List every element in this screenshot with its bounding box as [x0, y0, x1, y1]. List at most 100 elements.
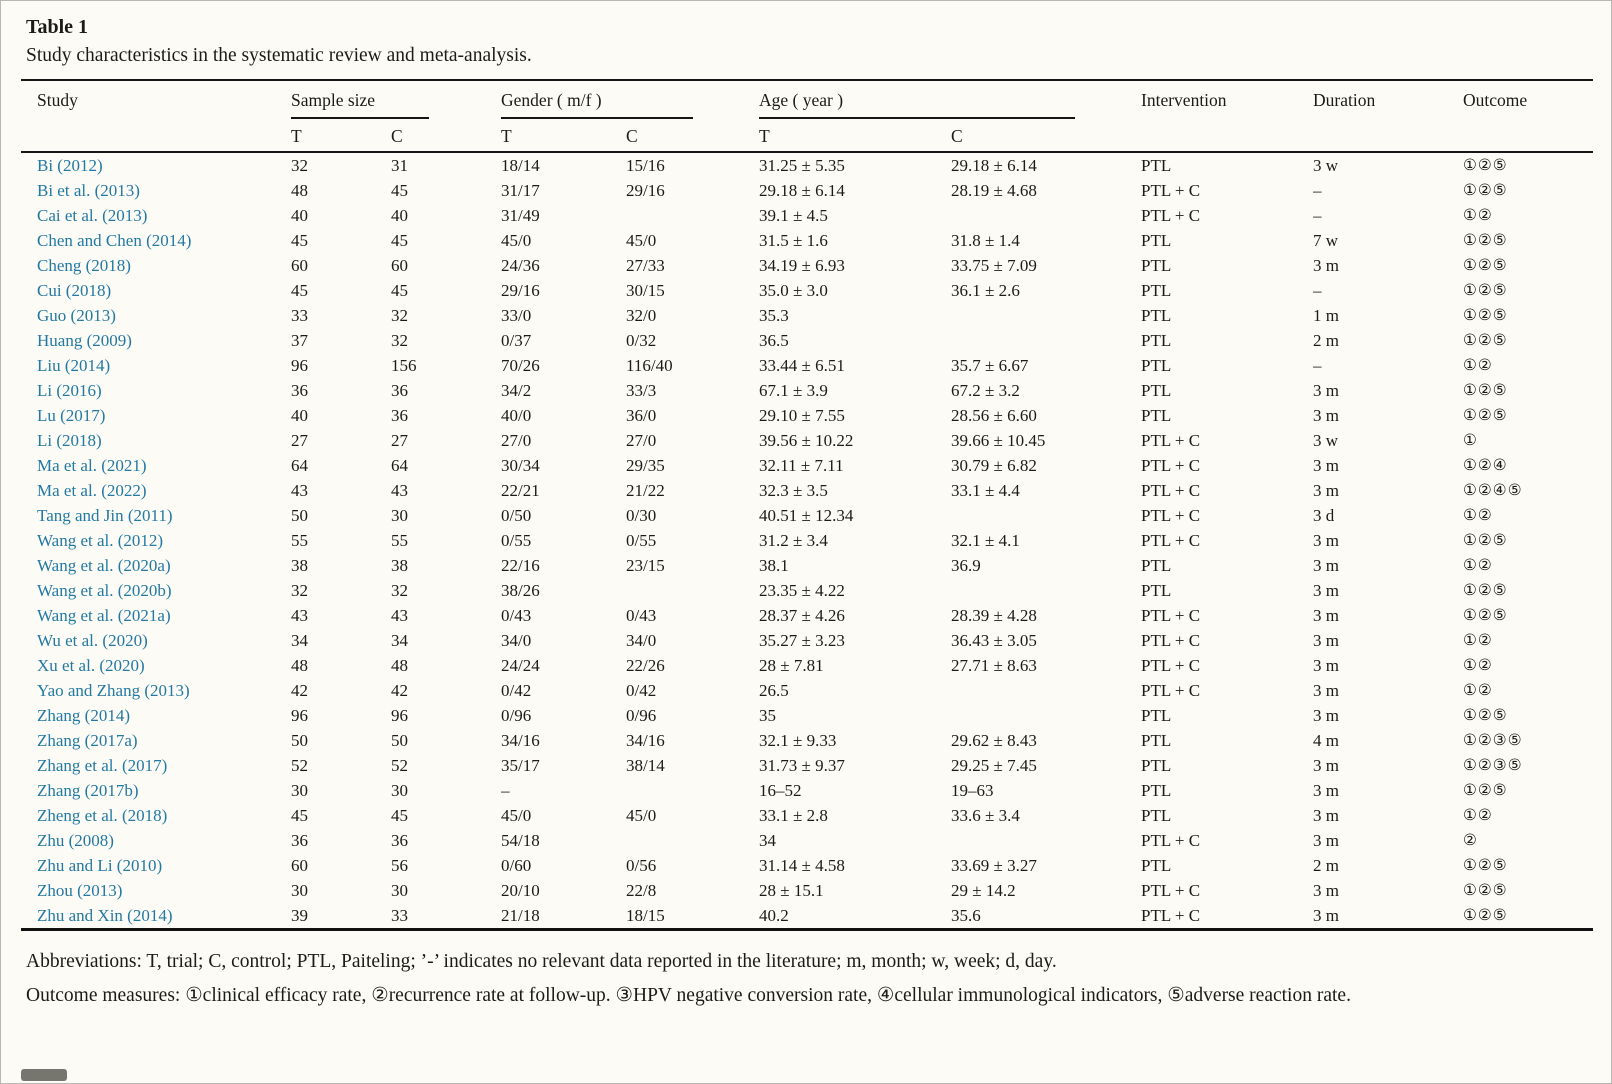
cell-intervention: PTL + C	[1141, 181, 1201, 201]
study-link[interactable]: Yao and Zhang (2013)	[37, 681, 190, 701]
study-link[interactable]: Bi et al. (2013)	[37, 181, 140, 201]
study-link[interactable]: Li (2018)	[37, 431, 102, 451]
col-header-intervention: Intervention	[1141, 90, 1227, 111]
cell-outcome: ①②⑤	[1463, 231, 1508, 250]
cell-outcome: ①②⑤	[1463, 156, 1508, 175]
cell-gender-t: 18/14	[501, 156, 540, 176]
cell-age-t: 32.3 ± 3.5	[759, 481, 828, 501]
study-link[interactable]: Chen and Chen (2014)	[37, 231, 192, 251]
study-link[interactable]: Zhang (2017b)	[37, 781, 139, 801]
cell-age-c: 29.62 ± 8.43	[951, 731, 1037, 751]
study-link[interactable]: Zhu and Xin (2014)	[37, 906, 173, 926]
study-link[interactable]: Wu et al. (2020)	[37, 631, 148, 651]
cell-intervention: PTL	[1141, 381, 1172, 401]
cell-sample-t: 48	[291, 181, 308, 201]
cell-sample-t: 43	[291, 481, 308, 501]
cell-gender-t: 45/0	[501, 806, 532, 826]
cell-gender-c: 0/96	[626, 706, 657, 726]
cell-gender-t: 0/37	[501, 331, 532, 351]
cell-age-c: 28.56 ± 6.60	[951, 406, 1037, 426]
cell-sample-c: 31	[391, 156, 408, 176]
cell-age-c	[951, 303, 1141, 328]
cell-age-t: 23.35 ± 4.22	[759, 581, 845, 601]
cell-outcome: ①②⑤	[1463, 181, 1508, 200]
study-link[interactable]: Cui (2018)	[37, 281, 112, 301]
study-link[interactable]: Cheng (2018)	[37, 256, 131, 276]
cell-duration: 3 m	[1313, 706, 1339, 726]
cell-gender-t: 20/10	[501, 881, 540, 901]
table-row: Li (2018) 27 27 27/0 27/0 39.56 ± 10.22 …	[21, 428, 1593, 453]
cell-outcome: ①②	[1463, 806, 1493, 825]
cell-duration: 7 w	[1313, 231, 1339, 251]
cell-duration: –	[1313, 181, 1322, 201]
table-row: Zheng et al. (2018) 45 45 45/0 45/0 33.1…	[21, 803, 1593, 828]
col-header-sample-size: Sample size	[291, 80, 501, 120]
table-row: Wang et al. (2020a) 38 38 22/16 23/15 38…	[21, 553, 1593, 578]
study-link[interactable]: Zhang (2017a)	[37, 731, 138, 751]
subheader-gender-t: T	[501, 125, 512, 146]
cell-gender-c: 21/22	[626, 481, 665, 501]
cell-duration: 3 m	[1313, 606, 1339, 626]
cell-age-t: 26.5	[759, 681, 789, 701]
subheader-age-c: C	[951, 125, 963, 146]
study-link[interactable]: Zheng et al. (2018)	[37, 806, 168, 826]
cell-sample-c: 45	[391, 181, 408, 201]
study-link[interactable]: Zhu and Li (2010)	[37, 856, 163, 876]
cell-outcome: ①	[1463, 431, 1478, 450]
study-link[interactable]: Wang et al. (2012)	[37, 531, 164, 551]
cell-sample-c: 96	[391, 706, 408, 726]
study-link[interactable]: Li (2016)	[37, 381, 102, 401]
study-link[interactable]: Wang et al. (2021a)	[37, 606, 171, 626]
study-link[interactable]: Zhu (2008)	[37, 831, 114, 851]
cell-gender-t: 0/96	[501, 706, 532, 726]
study-link[interactable]: Ma et al. (2022)	[37, 481, 147, 501]
cell-intervention: PTL	[1141, 556, 1172, 576]
cell-age-t: 32.1 ± 9.33	[759, 731, 837, 751]
study-link[interactable]: Tang and Jin (2011)	[37, 506, 173, 526]
table-row: Xu et al. (2020) 48 48 24/24 22/26 28 ± …	[21, 653, 1593, 678]
cell-gender-c: 27/33	[626, 256, 665, 276]
cell-age-c: 35.6	[951, 906, 981, 926]
cell-intervention: PTL	[1141, 806, 1172, 826]
cell-gender-c	[626, 203, 759, 228]
subheader-gender-c: C	[626, 125, 638, 146]
study-link[interactable]: Zhang (2014)	[37, 706, 131, 726]
cell-sample-c: 32	[391, 331, 408, 351]
study-link[interactable]: Lu (2017)	[37, 406, 106, 426]
cell-sample-t: 43	[291, 606, 308, 626]
cell-intervention: PTL	[1141, 731, 1172, 751]
study-link[interactable]: Guo (2013)	[37, 306, 116, 326]
cell-sample-t: 50	[291, 731, 308, 751]
cell-sample-c: 30	[391, 506, 408, 526]
cell-age-t: 31.25 ± 5.35	[759, 156, 845, 176]
cell-intervention: PTL + C	[1141, 631, 1201, 651]
study-link[interactable]: Huang (2009)	[37, 331, 132, 351]
table-row: Yao and Zhang (2013) 42 42 0/42 0/42 26.…	[21, 678, 1593, 703]
cell-gender-t: –	[501, 781, 510, 801]
cell-gender-t: 34/0	[501, 631, 532, 651]
study-link[interactable]: Ma et al. (2021)	[37, 456, 147, 476]
cell-sample-t: 34	[291, 631, 308, 651]
cell-age-c: 31.8 ± 1.4	[951, 231, 1020, 251]
study-link[interactable]: Liu (2014)	[37, 356, 111, 376]
study-link[interactable]: Wang et al. (2020a)	[37, 556, 171, 576]
cell-sample-t: 27	[291, 431, 308, 451]
study-link[interactable]: Bi (2012)	[37, 156, 103, 176]
col-header-duration: Duration	[1313, 90, 1376, 111]
cell-age-t: 31.2 ± 3.4	[759, 531, 828, 551]
cell-outcome: ①②⑤	[1463, 856, 1508, 875]
cell-intervention: PTL	[1141, 281, 1172, 301]
cell-age-c	[951, 578, 1141, 603]
cell-duration: –	[1313, 281, 1322, 301]
study-link[interactable]: Zhang et al. (2017)	[37, 756, 168, 776]
cell-gender-c: 45/0	[626, 231, 657, 251]
study-link[interactable]: Xu et al. (2020)	[37, 656, 145, 676]
table-row: Tang and Jin (2011) 50 30 0/50 0/30 40.5…	[21, 503, 1593, 528]
study-link[interactable]: Cai et al. (2013)	[37, 206, 148, 226]
study-link[interactable]: Wang et al. (2020b)	[37, 581, 172, 601]
cell-intervention: PTL	[1141, 756, 1172, 776]
study-link[interactable]: Zhou (2013)	[37, 881, 123, 901]
cell-gender-t: 34/16	[501, 731, 540, 751]
cell-age-c: 32.1 ± 4.1	[951, 531, 1020, 551]
cell-age-t: 34	[759, 831, 777, 851]
